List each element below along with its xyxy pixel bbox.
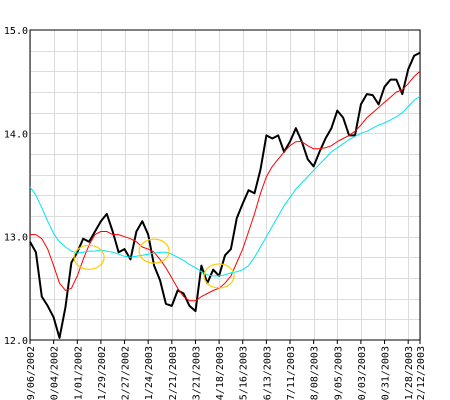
x-tick-label: 02/21/2003 xyxy=(168,346,179,400)
x-tick-label: 10/31/2003 xyxy=(381,346,392,400)
x-tick-label: 06/13/2003 xyxy=(262,346,273,400)
x-tick-label: 10/03/2003 xyxy=(357,346,368,400)
annotation-circles xyxy=(73,238,235,289)
y-tick-label: 12.0 xyxy=(4,336,28,347)
y-tick-label: 14.0 xyxy=(4,129,28,140)
plot-frame xyxy=(29,29,421,341)
y-tick-label: 15.0 xyxy=(4,26,28,37)
x-tick-label: 12/27/2002 xyxy=(121,346,132,400)
x-tick-label: 01/24/2003 xyxy=(144,346,155,400)
x-axis: 09/06/2002 10/04/2002 11/01/2002 11/29/2002… xyxy=(26,340,427,400)
y-tick-label: 13.0 xyxy=(4,233,28,244)
series-line-3 xyxy=(29,95,421,277)
x-tick-label: 05/16/2003 xyxy=(239,346,250,400)
x-tick-label: 11/28/2003 xyxy=(404,346,415,400)
x-tick-label: 11/29/2002 xyxy=(97,346,108,400)
highlight-circle xyxy=(203,263,235,289)
y-axis: 12.0 13.0 14.0 15.0 xyxy=(4,26,28,347)
x-tick-label: 12/12/2003 xyxy=(416,346,427,400)
series-lines xyxy=(29,51,421,339)
series-line-1 xyxy=(29,51,421,339)
highlight-circle xyxy=(73,244,105,270)
highlight-circle xyxy=(138,238,170,264)
series-line-2 xyxy=(30,70,421,302)
x-tick-label: 07/11/2003 xyxy=(286,346,297,400)
x-tick-label: 10/04/2002 xyxy=(50,346,61,400)
x-tick-label: 04/18/2003 xyxy=(215,346,226,400)
x-tick-label: 11/01/2002 xyxy=(73,346,84,400)
x-tick-label: 03/21/2003 xyxy=(191,346,202,400)
gridlines xyxy=(30,30,421,340)
x-tick-label: 09/06/2002 xyxy=(26,346,37,400)
x-tick-label: 09/05/2003 xyxy=(333,346,344,400)
x-tick-label: 08/08/2003 xyxy=(310,346,321,400)
